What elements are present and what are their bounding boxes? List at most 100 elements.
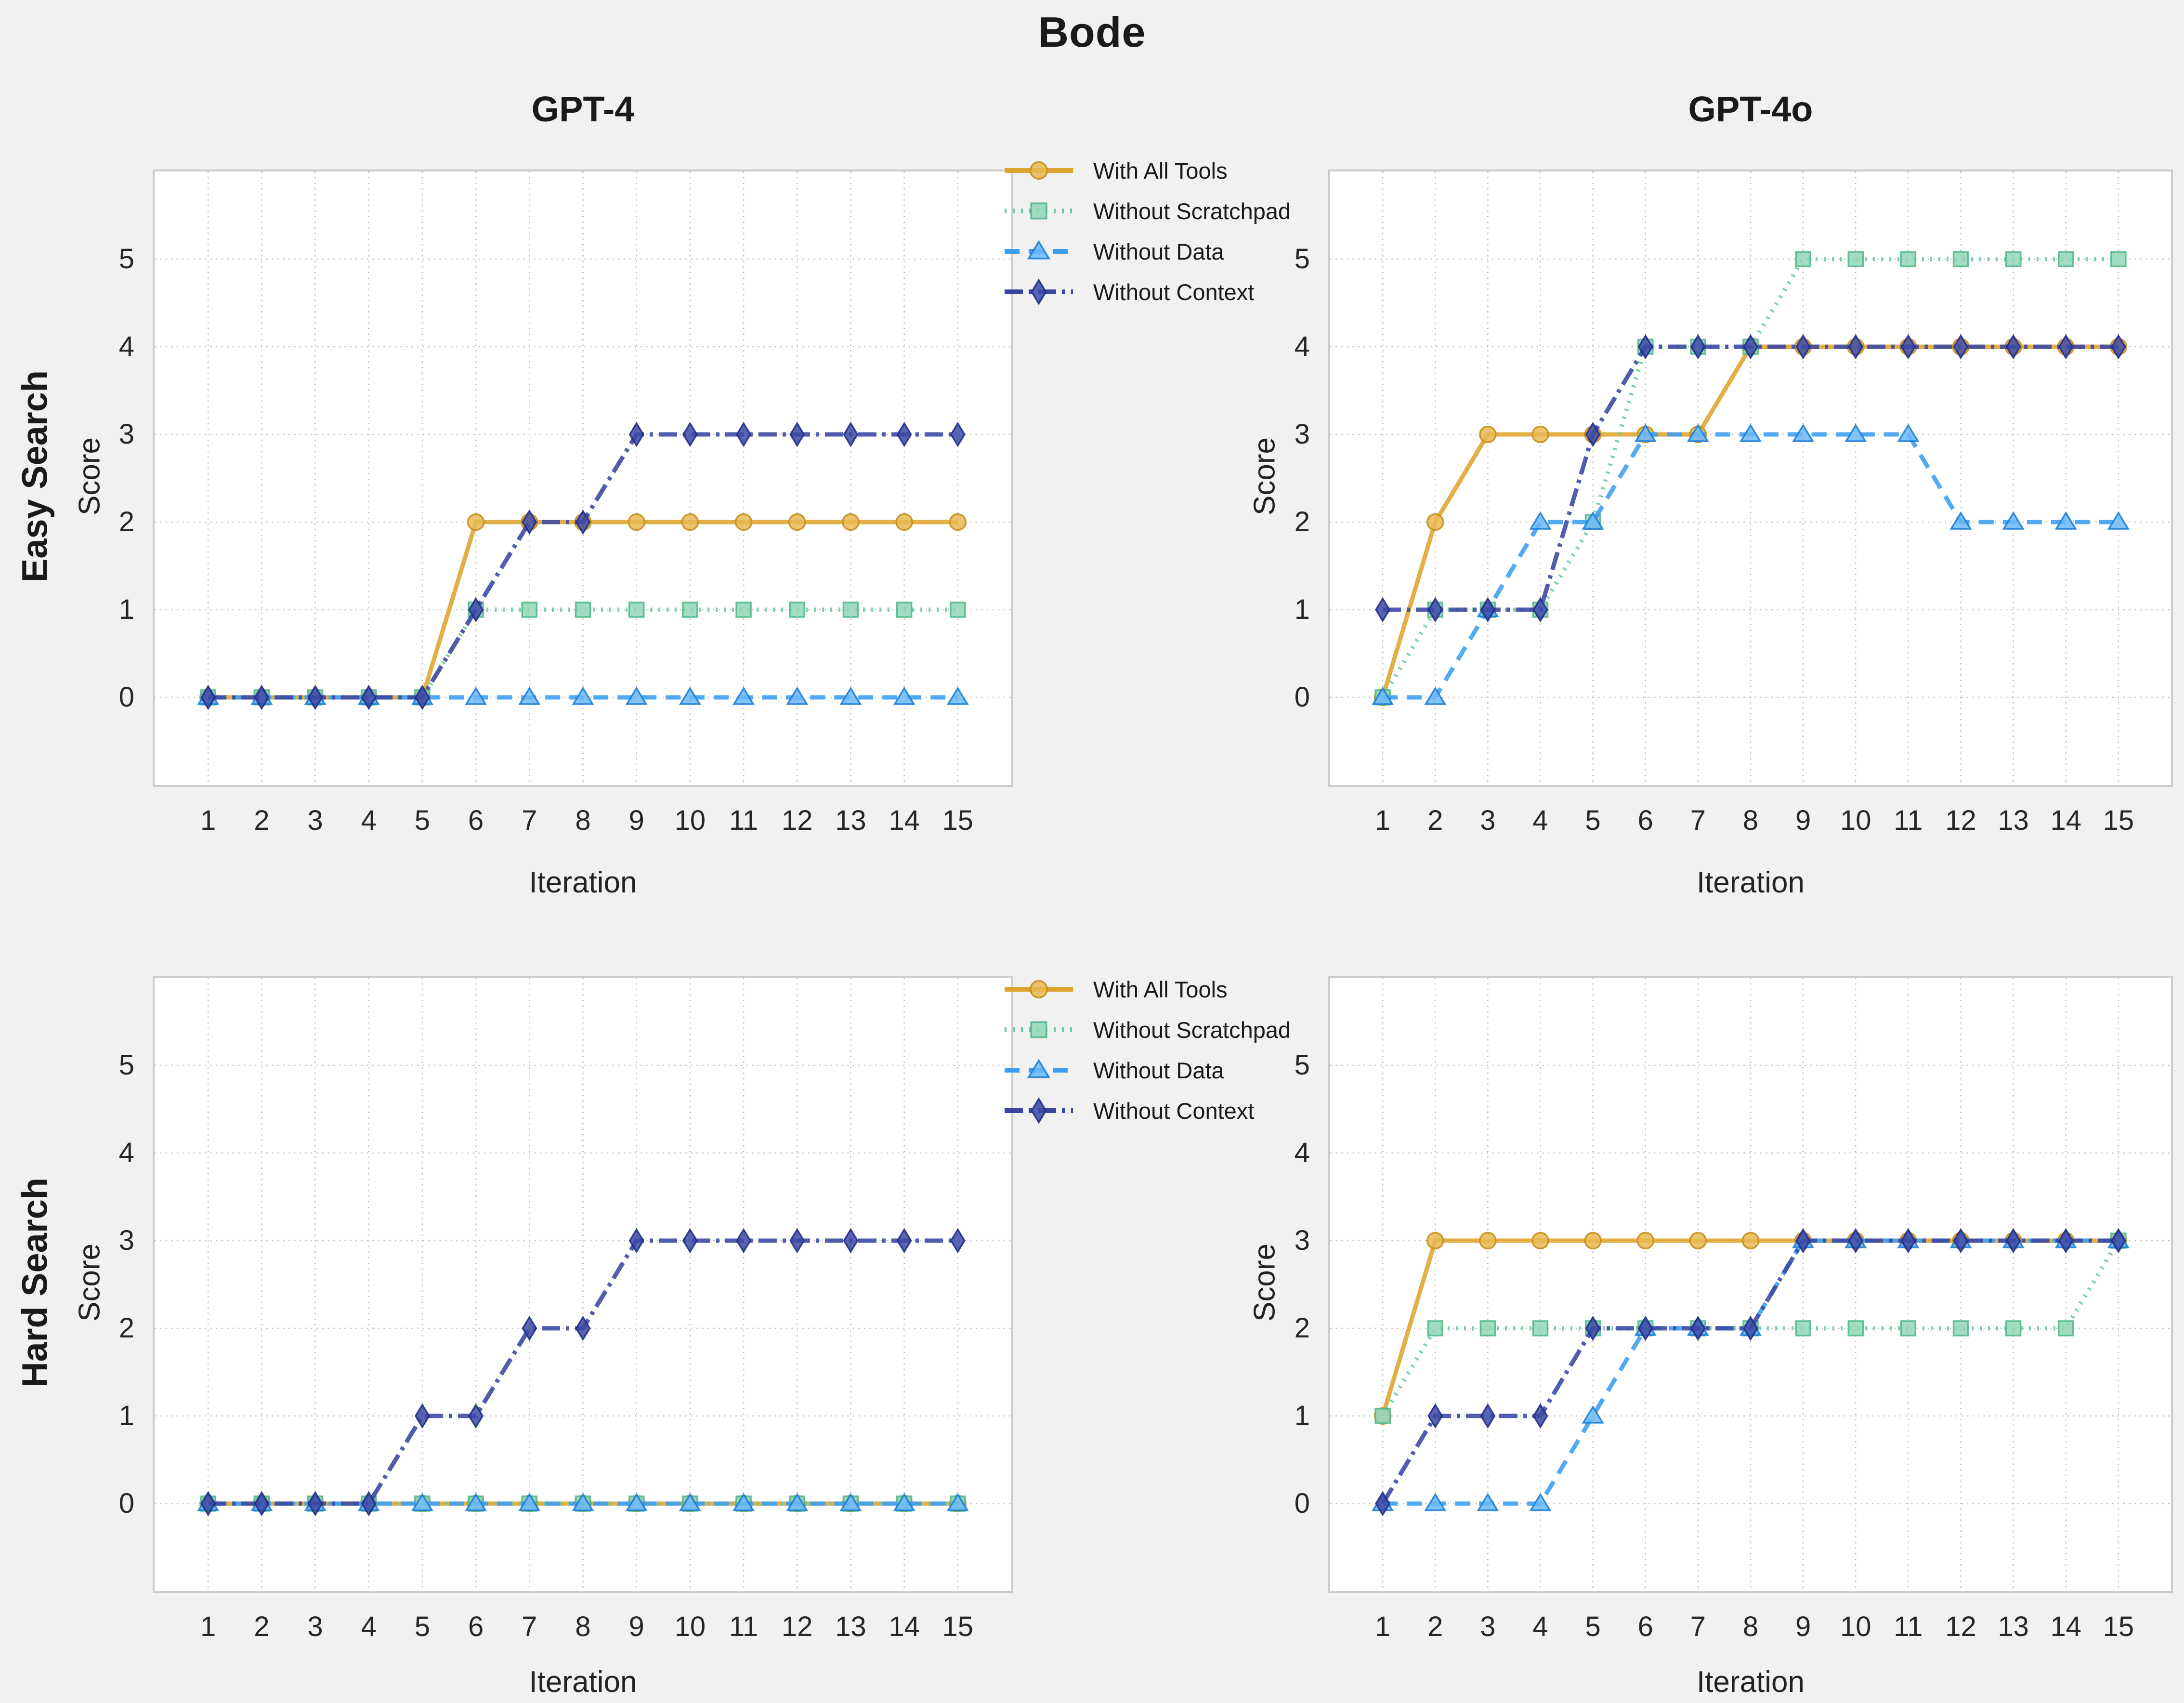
- legend-label: Without Context: [1093, 279, 1255, 305]
- x-tick-label: 4: [361, 805, 377, 836]
- y-tick-label: 1: [1294, 594, 1310, 625]
- series-without-context: [1375, 1228, 2126, 1517]
- square-marker: [521, 602, 538, 618]
- x-tick-label: 2: [254, 805, 270, 836]
- x-tick-label: 6: [1637, 805, 1653, 836]
- legend-item-without-data: Without Data: [1003, 1050, 1272, 1090]
- series-without-context: [200, 1228, 966, 1517]
- diamond-marker: [1900, 1228, 1916, 1254]
- without-scratchpad-line-square-icon: [1005, 1021, 1073, 1038]
- square-marker: [2110, 251, 2127, 267]
- y-tick-label: 4: [1294, 1137, 1310, 1168]
- diamond-marker: [682, 421, 698, 447]
- y-tick-label: 3: [1294, 1225, 1310, 1256]
- x-tick-label: 7: [522, 1611, 537, 1642]
- triangle-marker: [465, 1493, 487, 1511]
- y-tick-label: 0: [118, 681, 134, 713]
- y-tick-label: 3: [118, 1225, 134, 1256]
- square-marker: [950, 602, 966, 618]
- x-tick-label: 13: [1998, 805, 2029, 836]
- diamond-marker: [1637, 1315, 1653, 1341]
- triangle-marker: [1844, 423, 1867, 442]
- diamond-marker: [361, 1491, 377, 1517]
- triangle-marker: [786, 686, 809, 705]
- legend-item-without-scratchpad: Without Scratchpad: [1003, 191, 1291, 231]
- diamond-marker: [1375, 1491, 1391, 1517]
- x-tick-label: 5: [1585, 805, 1601, 836]
- series-without-scratchpad: [1374, 251, 2127, 706]
- diamond-marker: [1742, 1315, 1759, 1341]
- diamond-marker: [896, 1228, 912, 1254]
- x-tick-label: 8: [575, 1611, 591, 1642]
- y-tick-label: 5: [118, 1049, 134, 1081]
- y-tick-label: 4: [118, 331, 134, 362]
- diamond-marker: [522, 1315, 537, 1341]
- x-tick-label: 2: [1427, 1611, 1443, 1642]
- x-tick-label: 9: [628, 1611, 644, 1642]
- series-line: [1381, 1239, 2120, 1417]
- legend-label: Without Context: [1093, 1098, 1255, 1124]
- y-tick-label: 1: [118, 594, 134, 625]
- y-tick-label: 1: [1294, 1400, 1310, 1431]
- diamond-marker: [843, 1228, 859, 1254]
- x-tick-label: 15: [942, 805, 974, 836]
- diamond-marker: [1953, 334, 1969, 360]
- square-marker: [789, 602, 805, 618]
- chart-canvas: [155, 171, 1011, 785]
- x-tick-label: 11: [729, 1611, 759, 1642]
- y-tick-label: 0: [1294, 1488, 1310, 1519]
- y-tick-label: 3: [1294, 419, 1310, 450]
- series-line: [1383, 344, 2119, 612]
- diamond-marker: [1585, 421, 1601, 447]
- legend-label: Without Data: [1093, 1057, 1224, 1083]
- diamond-marker: [950, 1228, 966, 1254]
- diamond-marker: [414, 1403, 430, 1429]
- square-marker: [1952, 1320, 1969, 1336]
- triangle-marker: [625, 1493, 648, 1511]
- x-tick-label: 2: [1427, 805, 1443, 836]
- x-tick-label: 9: [1795, 805, 1811, 836]
- column-title-gpt4: GPT-4: [531, 89, 635, 129]
- legend-label: With All Tools: [1093, 976, 1228, 1002]
- diamond-marker: [468, 1403, 484, 1429]
- x-tick-label: 2: [254, 1611, 270, 1642]
- triangle-marker: [893, 1493, 915, 1511]
- without-data-line-triangle-icon: [1005, 1059, 1073, 1078]
- diamond-marker: [1532, 1403, 1548, 1429]
- plot-gpt4-easy-search: [153, 170, 1013, 787]
- triangle-marker: [1687, 423, 1709, 442]
- square-marker: [1900, 1320, 1917, 1336]
- circle-marker: [1029, 161, 1048, 180]
- diamond-marker: [1427, 597, 1443, 623]
- diamond-marker: [575, 1315, 591, 1341]
- x-tick-label: 15: [942, 1611, 974, 1642]
- x-tick-label: 7: [1690, 805, 1706, 836]
- diamond-marker: [628, 421, 644, 447]
- square-marker: [896, 602, 913, 618]
- diamond-marker: [1031, 278, 1047, 305]
- x-tick-label: 7: [1690, 1611, 1706, 1642]
- x-tick-label: 4: [1532, 1611, 1548, 1642]
- triangle-marker: [2054, 511, 2077, 530]
- x-tick-label: 7: [522, 805, 537, 836]
- triangle-marker: [1529, 1493, 1552, 1511]
- diamond-marker: [2110, 1228, 2126, 1254]
- triangle-marker: [1477, 1493, 1499, 1511]
- circle-marker: [1741, 1231, 1760, 1250]
- diamond-marker: [1953, 1228, 1969, 1254]
- x-tick-label: 11: [1894, 1611, 1923, 1642]
- figure-title: Bode: [1038, 8, 1146, 56]
- x-tick-label: 3: [1480, 1611, 1496, 1642]
- triangle-marker: [2002, 511, 2025, 530]
- y-tick-label: 5: [1294, 1049, 1310, 1081]
- y-tick-label: 2: [118, 1312, 134, 1344]
- x-tick-label: 15: [2103, 805, 2134, 836]
- legend-top: With All Tools Without Scratchpad Withou…: [1003, 150, 1291, 312]
- series-line: [208, 607, 958, 700]
- triangle-marker: [518, 1493, 541, 1511]
- triangle-marker: [625, 686, 648, 705]
- diamond-marker: [2005, 1228, 2021, 1254]
- diamond-marker: [1637, 334, 1653, 360]
- circle-marker: [1426, 513, 1444, 531]
- triangle-marker: [1582, 1405, 1604, 1424]
